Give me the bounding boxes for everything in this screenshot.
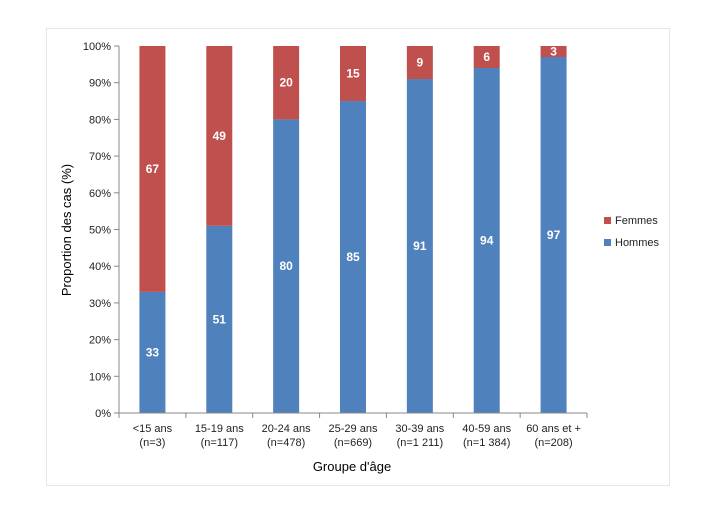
bar-femmes-0 bbox=[139, 46, 166, 292]
x-category-label: (n=478) bbox=[267, 437, 305, 449]
data-label-femmes-1: 49 bbox=[213, 129, 227, 143]
legend-label-hommes: Hommes bbox=[615, 237, 660, 249]
x-category-label: 30-39 ans bbox=[395, 423, 444, 435]
data-label-femmes-5: 6 bbox=[483, 50, 490, 64]
bar-hommes-4 bbox=[406, 79, 433, 413]
data-label-femmes-6: 3 bbox=[550, 45, 557, 59]
data-label-femmes-0: 67 bbox=[146, 162, 160, 176]
bar-hommes-0 bbox=[139, 291, 166, 413]
y-tick-label: 50% bbox=[89, 225, 111, 237]
data-label-hommes-2: 80 bbox=[279, 259, 293, 273]
bar-hommes-5 bbox=[473, 68, 500, 414]
x-category-label: 25-29 ans bbox=[329, 423, 378, 435]
legend-swatch-femmes bbox=[604, 217, 611, 224]
y-tick-label: 90% bbox=[89, 78, 111, 90]
x-category-label: (n=1 211) bbox=[397, 437, 444, 449]
data-label-hommes-6: 97 bbox=[547, 228, 561, 242]
x-category-label: 40-59 ans bbox=[462, 423, 511, 435]
bar-femmes-2 bbox=[273, 46, 300, 120]
legend-label-femmes: Femmes bbox=[615, 215, 658, 227]
data-label-hommes-4: 91 bbox=[413, 239, 427, 253]
x-category-label: <15 ans bbox=[133, 423, 173, 435]
x-category-label: 20-24 ans bbox=[262, 423, 311, 435]
y-tick-label: 0% bbox=[95, 408, 111, 420]
y-axis-title: Proportion des cas (%) bbox=[59, 164, 74, 296]
bar-femmes-4 bbox=[406, 46, 433, 80]
y-tick-label: 100% bbox=[83, 41, 111, 53]
x-category-label: (n=669) bbox=[334, 437, 372, 449]
data-label-hommes-1: 51 bbox=[213, 312, 227, 326]
y-tick-label: 20% bbox=[89, 335, 111, 347]
data-label-hommes-0: 33 bbox=[146, 345, 160, 359]
y-tick-label: 30% bbox=[89, 298, 111, 310]
bar-femmes-5 bbox=[473, 46, 500, 69]
x-category-label: (n=208) bbox=[534, 437, 572, 449]
x-category-label: (n=117) bbox=[201, 437, 238, 449]
legend-swatch-hommes bbox=[604, 239, 611, 246]
y-tick-label: 70% bbox=[89, 151, 111, 163]
data-label-hommes-5: 94 bbox=[480, 234, 494, 248]
data-label-hommes-3: 85 bbox=[346, 250, 360, 264]
bars: 33 67 51 49 80 20 85 15 91 9 94 6 97 3 bbox=[139, 45, 567, 414]
bar-hommes-6 bbox=[540, 57, 567, 413]
bar-hommes-2 bbox=[273, 119, 300, 414]
x-category-label: (n=1 384) bbox=[463, 437, 510, 449]
x-category-label: (n=3) bbox=[139, 437, 165, 449]
data-label-femmes-2: 20 bbox=[279, 76, 293, 90]
data-label-femmes-3: 15 bbox=[346, 67, 360, 81]
y-tick-label: 60% bbox=[89, 188, 111, 200]
x-category-label: 15-19 ans bbox=[195, 423, 244, 435]
y-axis-ticks: 0% 10% 20% 30% 40% 50% 60% 70% 80% 90% 100% bbox=[83, 41, 119, 420]
y-tick-label: 10% bbox=[89, 371, 111, 383]
data-label-femmes-4: 9 bbox=[417, 56, 424, 70]
bar-femmes-6 bbox=[540, 46, 567, 58]
bar-femmes-1 bbox=[206, 46, 233, 226]
x-category-label: 60 ans et + bbox=[526, 423, 581, 435]
bar-hommes-3 bbox=[340, 101, 366, 414]
axes bbox=[118, 46, 588, 418]
x-axis-categories: <15 ans (n=3) 15-19 ans (n=117) 20-24 ans (n=… bbox=[133, 423, 581, 449]
y-tick-label: 80% bbox=[89, 114, 111, 126]
x-axis-title: Groupe d'âge bbox=[313, 459, 391, 474]
bar-femmes-3 bbox=[340, 46, 366, 102]
bar-hommes-1 bbox=[206, 225, 233, 413]
legend: Femmes Hommes bbox=[604, 215, 660, 249]
y-tick-label: 40% bbox=[89, 261, 111, 273]
